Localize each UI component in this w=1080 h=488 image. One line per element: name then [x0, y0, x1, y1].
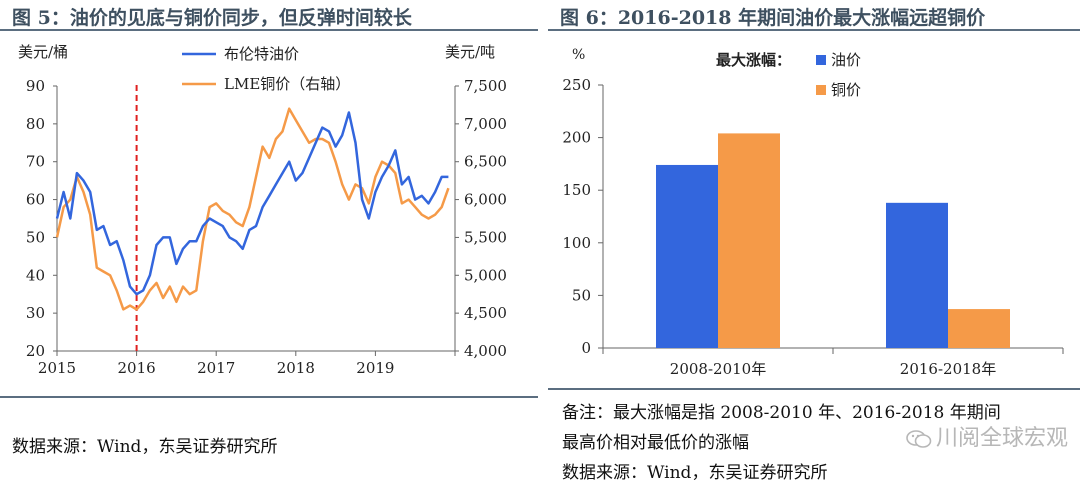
- left-bottom-rule: [0, 396, 538, 398]
- left-figure-title: 图 5：油价的见底与铜价同步，但反弹时间较长: [12, 7, 412, 29]
- x-category-label: 2016-2018年: [900, 360, 996, 378]
- copper-bar-1: [718, 133, 780, 348]
- y-tick-label: 200: [562, 129, 591, 147]
- copper-bar-2: [948, 309, 1010, 348]
- line-chart-series: [55, 84, 450, 351]
- bar-chart-bars: [656, 133, 1010, 348]
- legend-label: 铜价: [831, 81, 861, 99]
- left-y-tick-label: 70: [26, 153, 45, 171]
- right-figure: 图 6：2016-2018 年期间油价最大涨幅远超铜价 0 50 100 150 200…: [548, 0, 1080, 488]
- left-y-tick-label: 30: [26, 304, 45, 322]
- right-remark-line1: 备注：最大涨幅是指 2008-2010 年、2016-2018 年期间: [562, 403, 1001, 423]
- left-axis-unit-label: 美元/桶: [18, 43, 68, 61]
- line-chart-legend: 布伦特油价 LME铜价（右轴）: [182, 45, 350, 93]
- oil-bar-1: [656, 164, 718, 348]
- y-tick-label: 50: [572, 286, 591, 304]
- right-y-tick-label: 7,000: [464, 115, 507, 133]
- x-tick-label: 2016: [118, 359, 156, 377]
- left-y-tick-label: 90: [26, 77, 45, 95]
- legend-title: 最大涨幅：: [716, 51, 791, 69]
- left-y-tick-label: 60: [26, 191, 45, 209]
- y-tick-label: 0: [581, 339, 591, 357]
- y-axis-unit-label: %: [572, 47, 585, 63]
- left-y-tick-label: 80: [26, 115, 45, 133]
- left-title-bar: 图 5：油价的见底与铜价同步，但反弹时间较长: [0, 0, 538, 31]
- right-y-tick-label: 6,500: [464, 153, 507, 171]
- right-y-tick-label: 5,500: [464, 228, 507, 246]
- left-source-note: 数据来源：Wind，东吴证券研究所: [12, 437, 278, 457]
- right-y-tick-label: 7,500: [464, 77, 507, 95]
- right-y-tick-label: 6,000: [464, 191, 507, 209]
- legend-label: 布伦特油价: [224, 45, 299, 63]
- x-tick-label: 2018: [277, 359, 315, 377]
- right-remark-line2: 最高价相对最低价的涨幅: [562, 433, 749, 453]
- y-tick-label: 150: [562, 181, 591, 199]
- oil-bar-2: [886, 202, 948, 348]
- watermark: 川阅全球宏观: [906, 420, 1068, 452]
- left-y-tick-label: 50: [26, 228, 45, 246]
- right-title-bar: 图 6：2016-2018 年期间油价最大涨幅远超铜价: [548, 0, 1080, 31]
- right-bottom-rule: [548, 388, 1080, 390]
- x-tick-label: 2017: [197, 359, 235, 377]
- y-tick-label: 100: [562, 234, 591, 252]
- legend-label: LME铜价（右轴）: [224, 75, 350, 93]
- left-y-tick-label: 20: [26, 342, 45, 360]
- right-axis-unit-label: 美元/吨: [445, 43, 495, 61]
- right-source-note: 数据来源：Wind，东吴证券研究所: [562, 463, 828, 483]
- left-figure: 图 5：油价的见底与铜价同步，但反弹时间较长 20 30 40 50 60 70 80 90 4…: [0, 0, 538, 488]
- legend-label: 油价: [831, 51, 861, 69]
- wechat-icon: [906, 429, 932, 449]
- left-y-tick-label: 40: [26, 266, 45, 284]
- legend-swatch: [816, 55, 826, 65]
- lme-copper-line: [55, 107, 450, 311]
- bar-chart: 0 50 100 150 200 250% 2008-2010年 2016-2018年 最大涨…: [562, 47, 1064, 378]
- right-figure-title: 图 6：2016-2018 年期间油价最大涨幅远超铜价: [560, 7, 986, 29]
- y-tick-label: 250: [562, 76, 591, 94]
- line-chart: 20 30 40 50 60 70 80 90 4,000 4,500 5,000 5,500 6,00…: [18, 43, 507, 377]
- right-y-tick-label: 4,000: [464, 342, 507, 360]
- right-y-tick-label: 4,500: [464, 304, 507, 322]
- brent-oil-line: [55, 111, 449, 296]
- x-tick-label: 2019: [356, 359, 394, 377]
- watermark-text: 川阅全球宏观: [935, 426, 1068, 451]
- line-chart-axes: 20 30 40 50 60 70 80 90 4,000 4,500 5,000 5,500 6,00…: [18, 43, 507, 377]
- legend-swatch: [816, 85, 826, 95]
- right-y-tick-label: 5,000: [464, 266, 507, 284]
- x-tick-label: 2015: [38, 359, 76, 377]
- x-category-label: 2008-2010年: [670, 360, 766, 378]
